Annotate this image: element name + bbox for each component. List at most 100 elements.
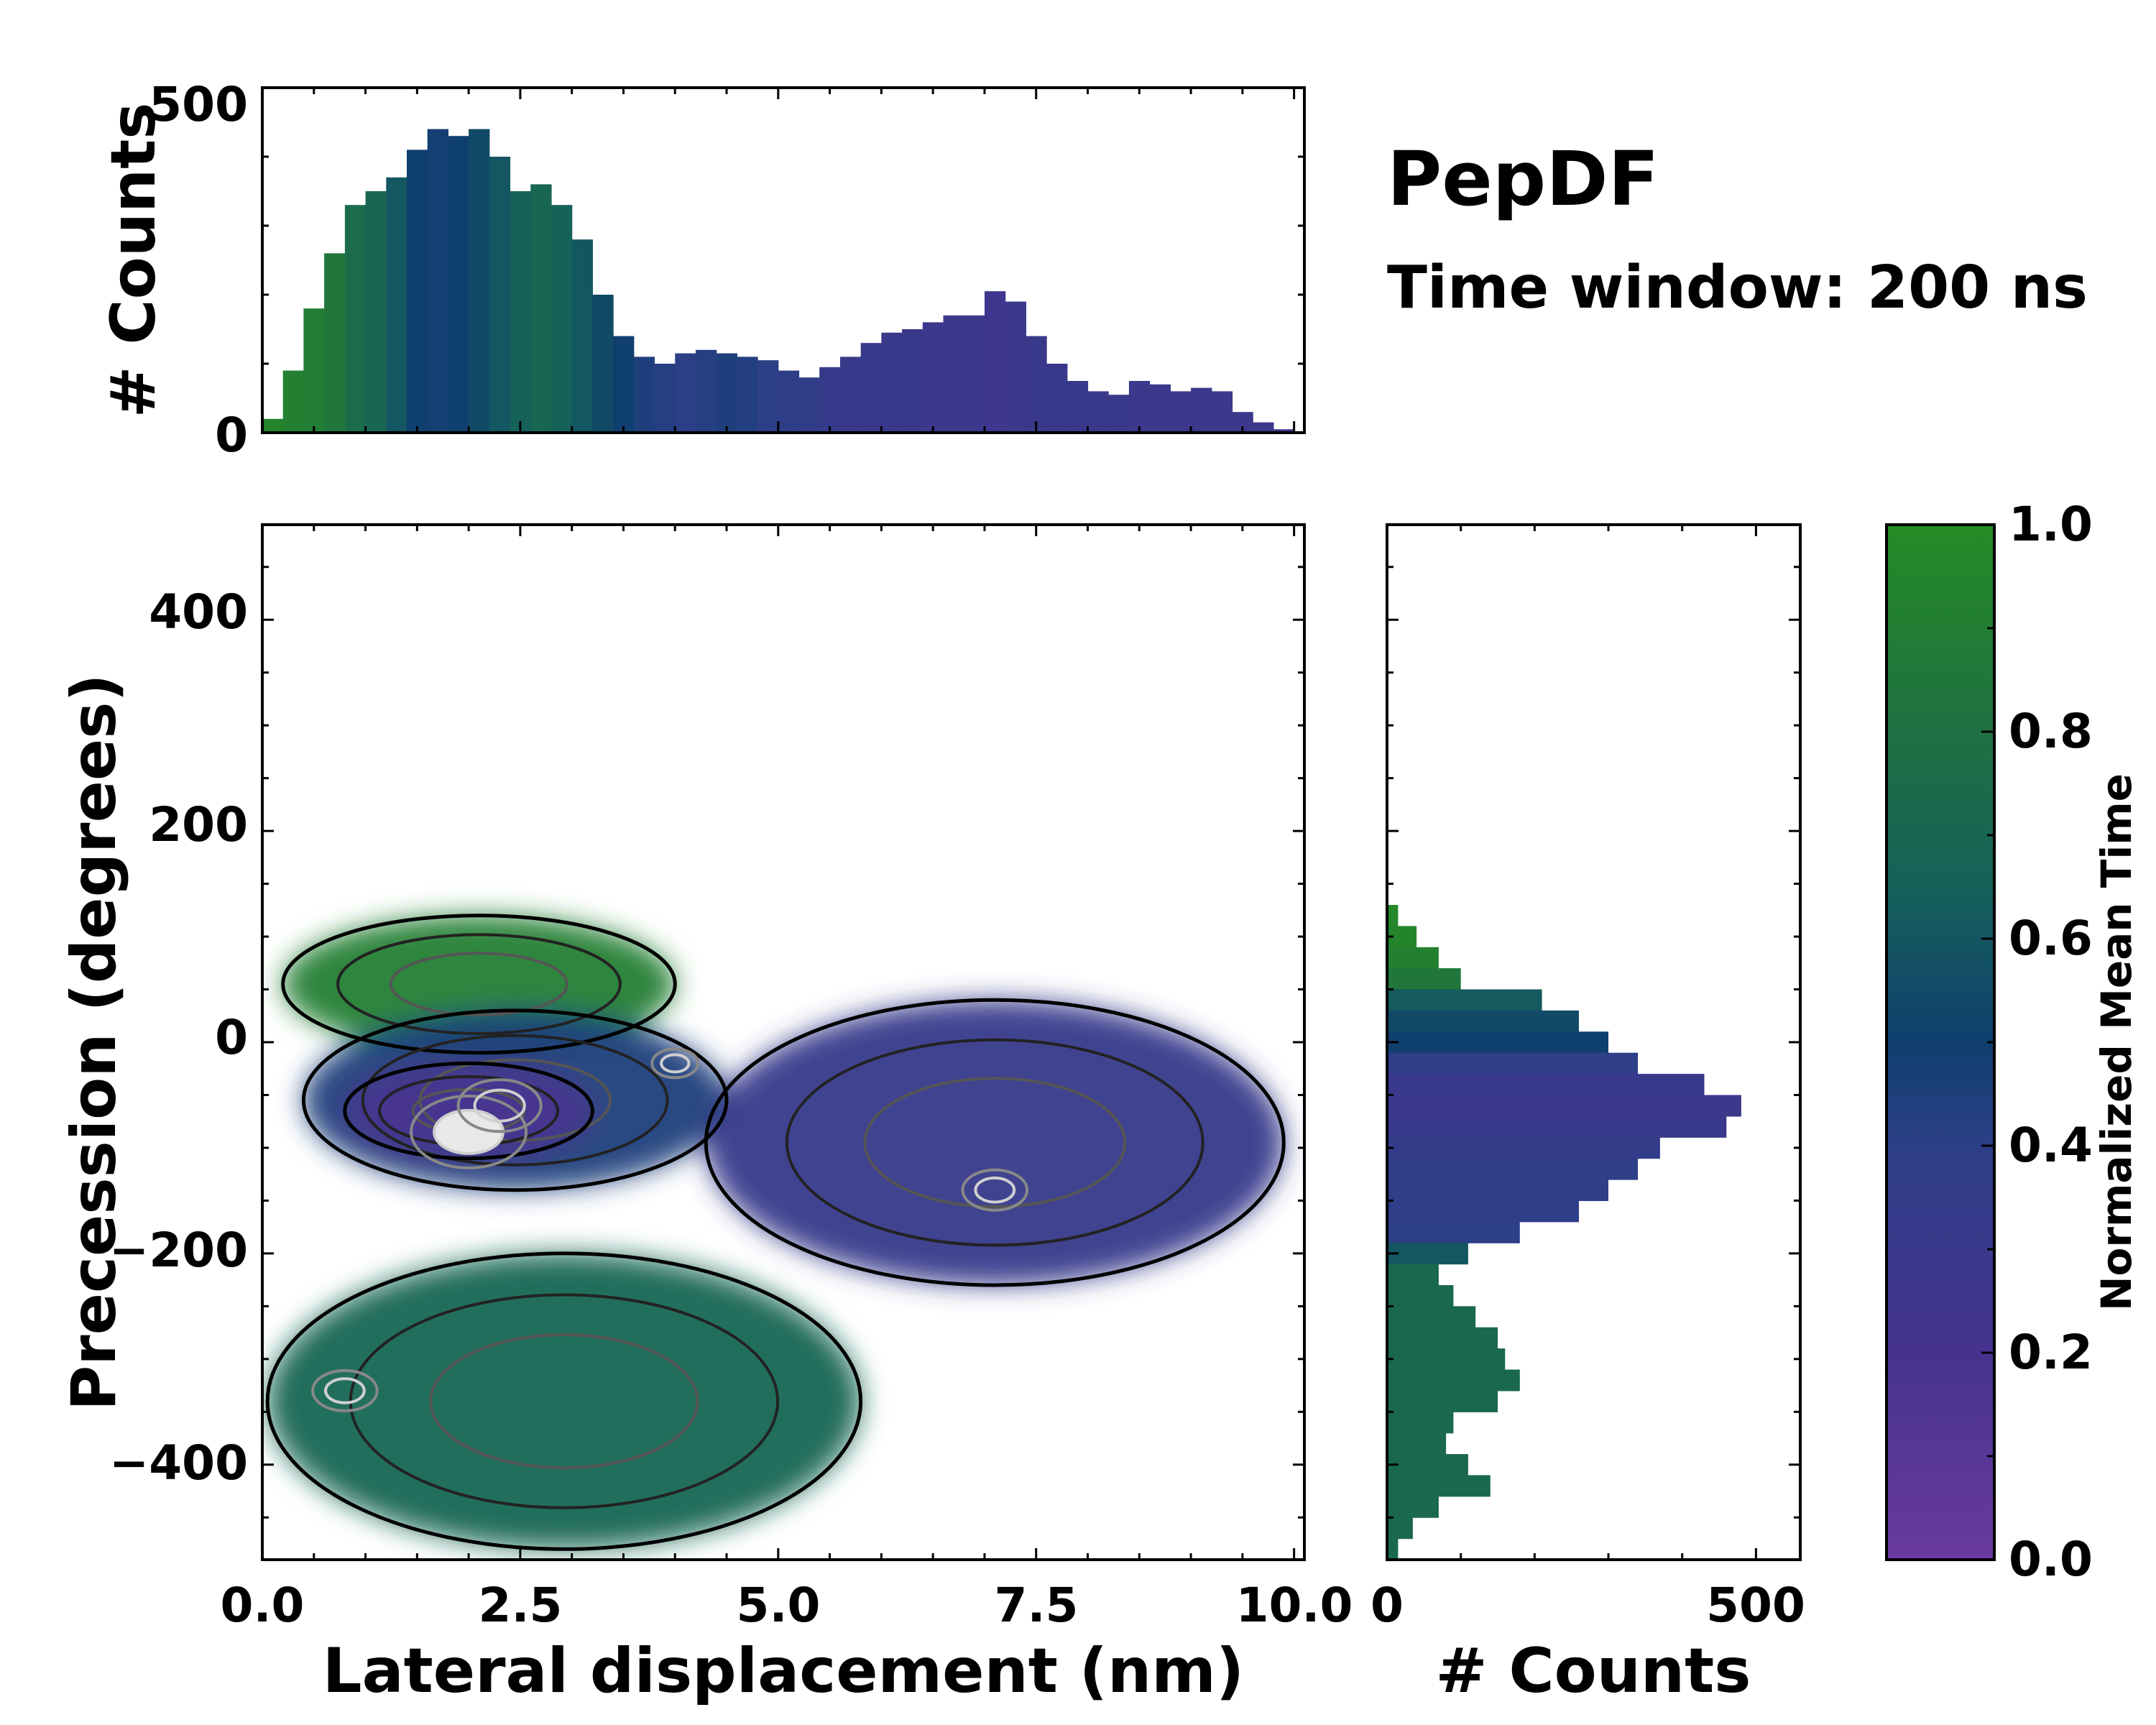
density-hotspot <box>961 1168 1029 1212</box>
density-contour <box>343 1061 594 1161</box>
top-hist-bar <box>427 129 448 433</box>
main-ylabel: Precession (degrees) <box>58 673 130 1411</box>
top-hist-bar <box>1067 381 1089 433</box>
xtick-10: 10.0 <box>1236 1578 1353 1633</box>
density-contour <box>704 998 1286 1287</box>
density-contour <box>361 1034 669 1167</box>
top-hist-bar <box>571 239 593 433</box>
top-hist-bar <box>1087 391 1109 433</box>
density-contour <box>281 914 677 1055</box>
top-hist-bar <box>613 336 635 433</box>
density-hotspot <box>324 1377 366 1404</box>
plot-subtitle: Time window: 200 ns <box>1387 254 2088 322</box>
colorbar: 0.0 0.2 0.4 0.6 0.8 1.0 Normalized Mean … <box>1885 497 2141 1587</box>
colorbar-label: Normalized Mean Time <box>2092 773 2141 1311</box>
main-density-panel: 0.0 2.5 5.0 7.5 10.0 400 200 0 −200 −400… <box>58 523 1353 1707</box>
top-hist-bar <box>551 205 573 433</box>
top-hist-bar <box>1273 429 1295 433</box>
top-hist-bar <box>1005 301 1026 433</box>
right-hist-bar <box>1387 1517 1413 1540</box>
top-ytick-500: 500 <box>149 77 248 132</box>
top-hist-bar <box>1128 381 1151 433</box>
top-hist-bar <box>1046 364 1068 433</box>
right-hist-bar <box>1387 1052 1639 1075</box>
top-hist-bar <box>922 322 944 433</box>
cb-tick-0-4: 0.4 <box>2009 1118 2093 1173</box>
top-hist-bar <box>840 356 862 433</box>
right-hist-bar <box>1387 1327 1498 1349</box>
top-hist-bar <box>407 150 428 433</box>
right-hist-bar <box>1387 1454 1468 1476</box>
xtick-0: 0.0 <box>221 1578 305 1633</box>
top-hist-bar <box>902 329 923 433</box>
right-hist-bar <box>1387 905 1399 926</box>
main-ticks <box>261 525 1304 1560</box>
top-hist-bar <box>365 191 387 433</box>
top-hist-bar <box>881 332 903 433</box>
ytick-400: 400 <box>149 584 248 640</box>
right-hist-bar <box>1387 1200 1579 1223</box>
density-hotspot <box>410 1094 528 1169</box>
top-hist-bar <box>1026 336 1047 433</box>
right-hist-bar <box>1387 1095 1741 1117</box>
density-fill <box>267 915 1284 1550</box>
right-hist-bar <box>1387 1475 1491 1497</box>
top-hist-bar <box>303 308 325 433</box>
right-hist-bar <box>1387 1116 1727 1138</box>
right-histogram-ticks <box>1386 525 1800 1560</box>
right-hist-bar <box>1387 1538 1399 1560</box>
density-hotspot <box>311 1368 379 1412</box>
top-histogram-frame <box>261 86 1306 434</box>
top-hist-bar <box>469 129 490 433</box>
density-contours <box>265 914 1286 1551</box>
density-region <box>706 1000 1284 1285</box>
cb-tick-0-8: 0.8 <box>2009 704 2093 759</box>
xtick-2-5: 2.5 <box>479 1578 563 1633</box>
top-hist-bar <box>675 353 696 433</box>
right-hist-bar <box>1387 989 1542 1011</box>
right-hist-bar <box>1387 1137 1660 1159</box>
top-hist-bar <box>964 315 985 433</box>
density-hotspot <box>473 1088 526 1123</box>
main-xlabel: Lateral displacement (nm) <box>323 1635 1244 1707</box>
density-region <box>267 1253 861 1550</box>
top-hist-bar <box>489 157 511 433</box>
top-hist-bar <box>530 184 552 433</box>
top-hist-bar <box>448 136 469 433</box>
right-xlabel: # Counts <box>1436 1635 1751 1707</box>
top-hist-bar <box>1170 391 1192 433</box>
top-hist-bar <box>344 205 367 433</box>
top-hist-bar <box>943 315 964 433</box>
ytick-200: 200 <box>149 797 248 852</box>
right-hist-bar <box>1387 1412 1454 1434</box>
top-hist-bar <box>592 295 614 433</box>
top-hist-bar <box>386 177 407 433</box>
top-hist-bar <box>262 418 284 433</box>
top-hist-bar <box>1108 395 1130 433</box>
top-hist-bar <box>1211 391 1233 433</box>
density-contour <box>429 1333 699 1470</box>
right-hist-bar <box>1387 1243 1468 1265</box>
top-hist-bar <box>696 349 717 433</box>
right-hist-bar <box>1387 1369 1520 1392</box>
right-hist-bar <box>1387 1031 1608 1054</box>
top-hist-bar <box>757 360 779 433</box>
plot-title: PepDF <box>1387 135 1659 223</box>
top-hist-bar <box>510 191 531 433</box>
top-ylabel: # Counts <box>98 103 170 418</box>
top-hist-bar <box>985 291 1006 433</box>
right-hist-bar <box>1387 1496 1439 1518</box>
top-hist-bar <box>737 356 758 433</box>
top-hist-bar <box>282 370 304 433</box>
density-contour <box>785 1038 1204 1247</box>
right-hist-bar <box>1387 1074 1705 1096</box>
colorbar-ticks <box>1981 523 1994 1561</box>
right-histogram-bars <box>1387 905 1741 1560</box>
top-hist-bar <box>819 367 841 433</box>
cb-tick-0-2: 0.2 <box>2009 1325 2093 1380</box>
top-hist-bar <box>798 377 820 433</box>
right-hist-bar <box>1387 1264 1439 1286</box>
right-hist-bar <box>1387 1348 1506 1371</box>
ytick-minus-200: −200 <box>109 1223 248 1278</box>
